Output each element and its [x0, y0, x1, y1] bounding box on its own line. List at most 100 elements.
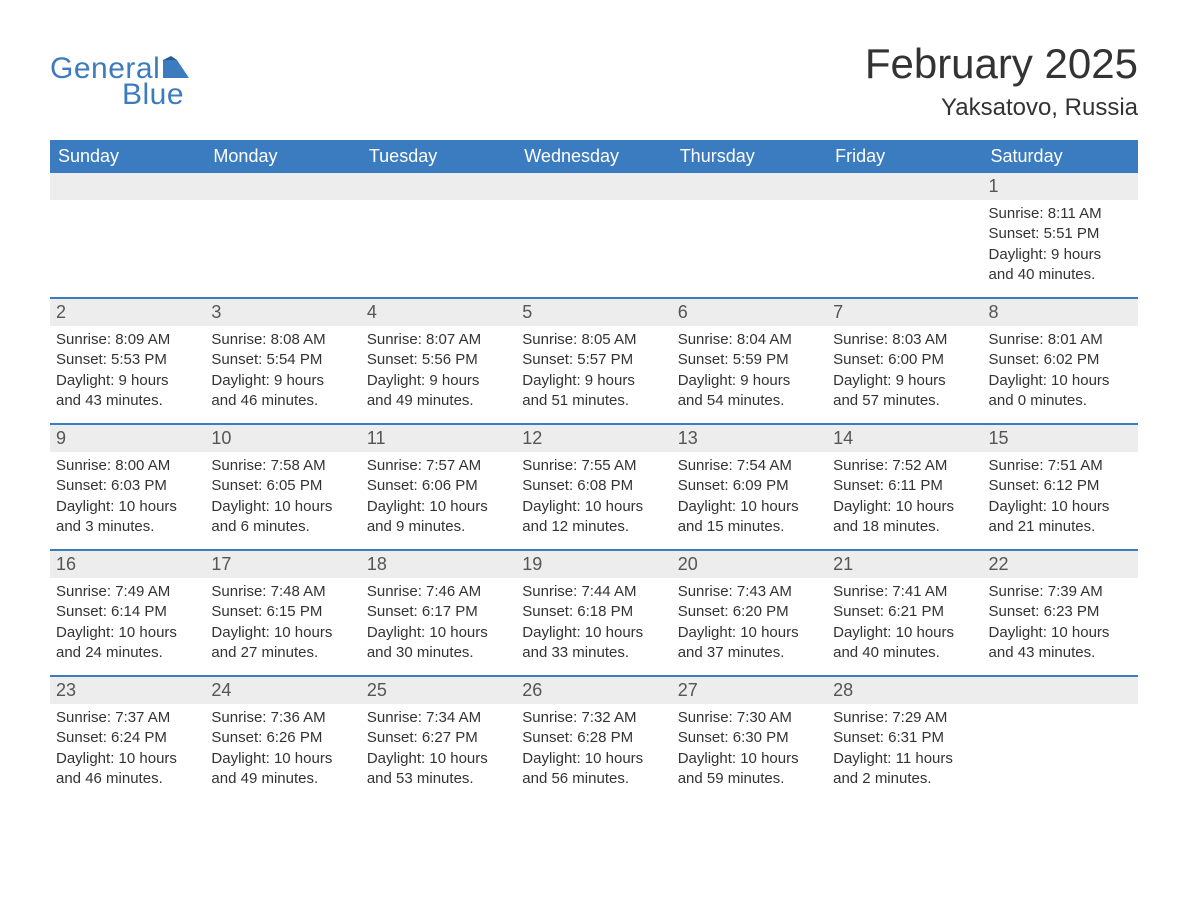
day-line-ss: Sunset: 6:24 PM: [56, 728, 199, 748]
day-line-ss: Sunset: 6:28 PM: [522, 728, 665, 748]
day-line-dl2: and 0 minutes.: [989, 391, 1132, 411]
empty-day-cell: [205, 173, 360, 297]
day-line-dl2: and 27 minutes.: [211, 643, 354, 663]
day-number: 8: [989, 302, 999, 322]
day-num-row: 13: [672, 425, 827, 452]
day-line-dl1: Daylight: 10 hours: [211, 749, 354, 769]
day-line-dl1: Daylight: 9 hours: [211, 371, 354, 391]
empty-day-cell: [50, 173, 205, 297]
day-line-sr: Sunrise: 7:44 AM: [522, 582, 665, 602]
day-line-dl2: and 37 minutes.: [678, 643, 821, 663]
day-line-ss: Sunset: 6:03 PM: [56, 476, 199, 496]
empty-day-cell: [361, 173, 516, 297]
day-number: 24: [211, 680, 231, 700]
day-num-row: 24: [205, 677, 360, 704]
day-cell: 9Sunrise: 8:00 AMSunset: 6:03 PMDaylight…: [50, 425, 205, 549]
day-line-ss: Sunset: 6:31 PM: [833, 728, 976, 748]
day-line-dl2: and 59 minutes.: [678, 769, 821, 789]
day-line-dl2: and 57 minutes.: [833, 391, 976, 411]
week-row: 2Sunrise: 8:09 AMSunset: 5:53 PMDaylight…: [50, 297, 1138, 423]
day-line-dl2: and 33 minutes.: [522, 643, 665, 663]
day-num-row: 10: [205, 425, 360, 452]
day-line-ss: Sunset: 5:59 PM: [678, 350, 821, 370]
day-line-dl2: and 43 minutes.: [989, 643, 1132, 663]
day-cell: 6Sunrise: 8:04 AMSunset: 5:59 PMDaylight…: [672, 299, 827, 423]
day-line-sr: Sunrise: 7:49 AM: [56, 582, 199, 602]
day-cell: 20 Sunrise: 7:43 AMSunset: 6:20 PMDayligh…: [672, 551, 827, 675]
day-line-dl1: Daylight: 10 hours: [367, 623, 510, 643]
day-line-dl1: Daylight: 9 hours: [522, 371, 665, 391]
day-header-sat: Saturday: [983, 140, 1138, 173]
day-line-dl1: Daylight: 10 hours: [989, 497, 1132, 517]
empty-daynum-row: [672, 173, 827, 200]
day-num-row: 14: [827, 425, 982, 452]
day-line-ss: Sunset: 6:26 PM: [211, 728, 354, 748]
day-line-sr: Sunrise: 7:58 AM: [211, 456, 354, 476]
day-line-ss: Sunset: 6:30 PM: [678, 728, 821, 748]
day-line-ss: Sunset: 6:15 PM: [211, 602, 354, 622]
day-line-dl1: Daylight: 10 hours: [678, 623, 821, 643]
day-line-sr: Sunrise: 8:05 AM: [522, 330, 665, 350]
day-number: 7: [833, 302, 843, 322]
day-number: 27: [678, 680, 698, 700]
day-header-sun: Sunday: [50, 140, 205, 173]
empty-day-cell: [827, 173, 982, 297]
day-num-row: 1: [983, 173, 1138, 200]
day-line-dl1: Daylight: 10 hours: [833, 623, 976, 643]
day-line-dl1: Daylight: 10 hours: [833, 497, 976, 517]
day-line-sr: Sunrise: 7:57 AM: [367, 456, 510, 476]
day-line-dl1: Daylight: 9 hours: [833, 371, 976, 391]
day-line-ss: Sunset: 6:00 PM: [833, 350, 976, 370]
day-line-ss: Sunset: 6:18 PM: [522, 602, 665, 622]
day-line-ss: Sunset: 5:57 PM: [522, 350, 665, 370]
day-content: Sunrise: 7:54 AMSunset: 6:09 PMDaylight:…: [672, 452, 827, 549]
day-line-sr: Sunrise: 7:46 AM: [367, 582, 510, 602]
day-line-dl2: and 53 minutes.: [367, 769, 510, 789]
day-line-ss: Sunset: 6:02 PM: [989, 350, 1132, 370]
day-cell: 25Sunrise: 7:34 AMSunset: 6:27 PMDayligh…: [361, 677, 516, 801]
day-line-sr: Sunrise: 7:37 AM: [56, 708, 199, 728]
day-num-row: 8: [983, 299, 1138, 326]
day-number: 26: [522, 680, 542, 700]
day-cell: 10Sunrise: 7:58 AMSunset: 6:05 PMDayligh…: [205, 425, 360, 549]
day-num-row: 20: [672, 551, 827, 578]
day-line-dl1: Daylight: 9 hours: [56, 371, 199, 391]
day-line-sr: Sunrise: 7:54 AM: [678, 456, 821, 476]
day-content: Sunrise: 8:04 AMSunset: 5:59 PMDaylight:…: [672, 326, 827, 423]
day-line-sr: Sunrise: 8:03 AM: [833, 330, 976, 350]
day-line-dl2: and 2 minutes.: [833, 769, 976, 789]
week-row: 16Sunrise: 7:49 AMSunset: 6:14 PMDayligh…: [50, 549, 1138, 675]
day-header-thu: Thursday: [672, 140, 827, 173]
day-number: 10: [211, 428, 231, 448]
day-line-dl2: and 49 minutes.: [367, 391, 510, 411]
day-line-ss: Sunset: 5:53 PM: [56, 350, 199, 370]
day-content: Sunrise: 7:32 AMSunset: 6:28 PMDaylight:…: [516, 704, 671, 801]
day-content: Sunrise: 7:43 AMSunset: 6:20 PMDaylight:…: [672, 578, 827, 675]
day-number: 12: [522, 428, 542, 448]
day-num-row: 28: [827, 677, 982, 704]
day-cell: 24Sunrise: 7:36 AMSunset: 6:26 PMDayligh…: [205, 677, 360, 801]
day-num-row: 4: [361, 299, 516, 326]
day-line-sr: Sunrise: 7:52 AM: [833, 456, 976, 476]
day-number: 11: [367, 428, 386, 448]
day-cell: 28Sunrise: 7:29 AMSunset: 6:31 PMDayligh…: [827, 677, 982, 801]
day-cell: 23Sunrise: 7:37 AMSunset: 6:24 PMDayligh…: [50, 677, 205, 801]
day-line-dl2: and 40 minutes.: [833, 643, 976, 663]
day-number: 20: [678, 554, 698, 574]
day-cell: 2Sunrise: 8:09 AMSunset: 5:53 PMDaylight…: [50, 299, 205, 423]
day-line-sr: Sunrise: 8:09 AM: [56, 330, 199, 350]
day-line-dl1: Daylight: 9 hours: [367, 371, 510, 391]
day-cell: 27Sunrise: 7:30 AMSunset: 6:30 PMDayligh…: [672, 677, 827, 801]
day-num-row: 26: [516, 677, 671, 704]
day-line-dl2: and 56 minutes.: [522, 769, 665, 789]
day-line-sr: Sunrise: 7:39 AM: [989, 582, 1132, 602]
day-content: Sunrise: 7:39 AMSunset: 6:23 PMDaylight:…: [983, 578, 1138, 675]
day-number: 15: [989, 428, 1009, 448]
day-num-row: 19: [516, 551, 671, 578]
day-number: 3: [211, 302, 221, 322]
day-cell: 8 Sunrise: 8:01 AMSunset: 6:02 PMDaylight…: [983, 299, 1138, 423]
week-row: 9Sunrise: 8:00 AMSunset: 6:03 PMDaylight…: [50, 423, 1138, 549]
day-content: Sunrise: 8:00 AMSunset: 6:03 PMDaylight:…: [50, 452, 205, 549]
day-content: Sunrise: 8:01 AMSunset: 6:02 PMDaylight:…: [983, 326, 1138, 423]
day-number: 23: [56, 680, 76, 700]
